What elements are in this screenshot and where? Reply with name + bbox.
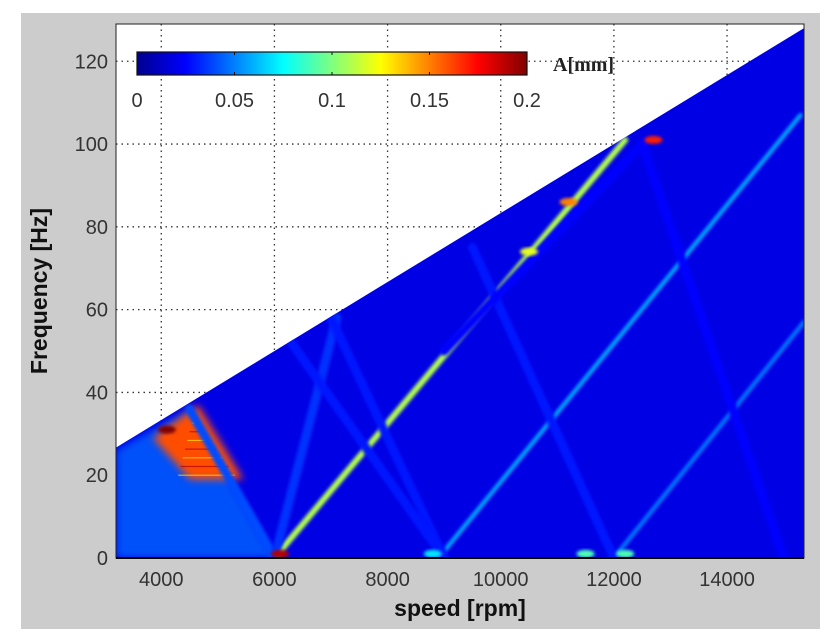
y-axis-label: Frequency [Hz] [26,208,52,374]
y-tick-label: 100 [75,134,108,156]
colorbar-gradient [136,51,528,76]
y-tick-label: 0 [97,548,108,570]
colorbar: 0 0.05 0.1 0.15 0.2 A[mm] [131,51,614,112]
hot-spot [423,549,442,558]
hot-spot [559,198,578,206]
hot-spot [644,135,663,144]
colorbar-tick-label: 0.15 [410,90,449,112]
ridge-line [326,313,449,559]
y-tick-label: 120 [75,51,108,73]
y-tick-label: 20 [86,465,108,487]
ridge-line [439,139,647,356]
low-speed-region [116,408,275,558]
colorbar-tick-label: 0 [131,90,142,112]
colorbar-ticks: 0 0.05 0.1 0.15 0.2 [131,52,541,112]
hot-spot [157,425,176,434]
x-tick-labels: 4000 6000 8000 10000 12000 14000 [139,569,755,591]
y-tick-label: 40 [86,382,108,404]
ridge-line [611,320,804,559]
hot-spot [616,549,635,558]
x-axis-label: speed [rpm] [394,595,526,621]
hot-spot [271,549,290,558]
ridge-line [286,338,449,559]
colorbar-tick-label: 0.1 [318,90,346,112]
hot-spot [520,247,539,256]
y-tick-labels: 0 20 40 60 80 100 120 [75,51,108,570]
x-tick-label: 12000 [586,569,642,591]
x-tick-label: 6000 [252,569,297,591]
ridge-line [637,139,789,559]
x-tick-label: 14000 [699,569,755,591]
y-tick-label: 80 [86,217,108,239]
colorbar-tick-label: 0.2 [513,90,541,112]
x-tick-label: 4000 [139,569,184,591]
colorbar-label: A[mm] [553,54,614,76]
colorbar-tick-label: 0.05 [215,90,254,112]
x-tick-label: 8000 [365,569,410,591]
hot-spot [576,549,595,558]
x-tick-label: 10000 [473,569,529,591]
ridge-line [436,113,803,559]
y-tick-label: 60 [86,300,108,322]
ridge-line [185,404,279,559]
ridge-line [269,313,342,559]
